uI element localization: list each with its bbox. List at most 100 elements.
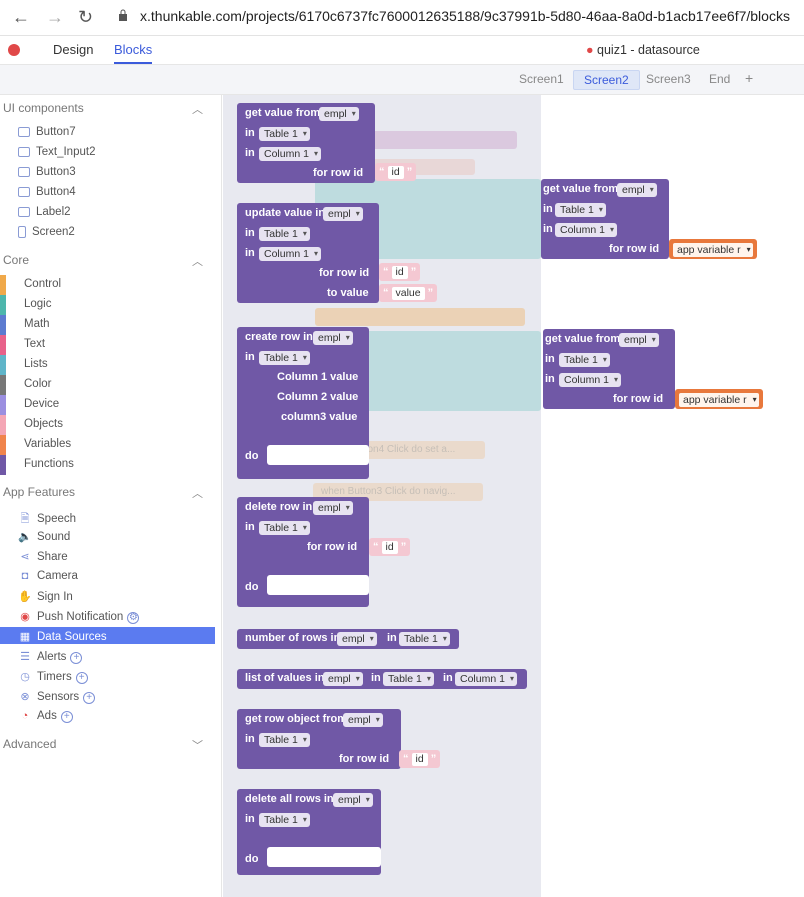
app-variable-block[interactable]: app variable r: [675, 389, 763, 409]
feature-data-sources[interactable]: ▦ Data Sources: [19, 631, 107, 643]
get-value-from-block[interactable]: get value from empl in Table 1 in Column…: [237, 103, 375, 183]
text-id-block[interactable]: “id”: [375, 163, 417, 181]
tab-end[interactable]: End: [709, 72, 731, 86]
list-of-values-block[interactable]: list of values in empl in Table 1 in Col…: [237, 669, 527, 689]
table-dropdown[interactable]: Table 1: [559, 353, 610, 367]
datasource-dropdown[interactable]: empl: [343, 713, 383, 727]
ui-item-button7[interactable]: Button7: [18, 126, 76, 138]
forward-icon[interactable]: →: [46, 7, 64, 27]
datasource-dropdown[interactable]: empl: [337, 632, 377, 646]
core-item-control[interactable]: Control: [0, 275, 222, 295]
table-dropdown[interactable]: Table 1: [259, 351, 310, 365]
column-dropdown[interactable]: Column 1: [259, 247, 321, 261]
core-item-objects[interactable]: Objects: [0, 415, 222, 435]
text-id-block[interactable]: “id”: [399, 750, 441, 768]
datasource-dropdown[interactable]: empl: [323, 207, 363, 221]
table-dropdown[interactable]: Table 1: [259, 733, 310, 747]
ui-item-button3[interactable]: Button3: [18, 166, 76, 178]
add-icon[interactable]: +: [70, 652, 83, 664]
core-item-lists[interactable]: Lists: [0, 355, 222, 375]
get-value-from-block-2[interactable]: get value from empl in Table 1 in Column…: [541, 179, 669, 259]
do-slot[interactable]: [267, 847, 381, 867]
text-id-block[interactable]: “id”: [379, 263, 421, 281]
core-item-variables[interactable]: Variables: [0, 435, 222, 455]
ui-item-label2[interactable]: Label2: [18, 206, 71, 218]
chevron-up-icon[interactable]: ︿: [192, 256, 203, 268]
ui-item-screen2[interactable]: Screen2: [18, 226, 75, 238]
chevron-up-icon[interactable]: ︿: [192, 104, 203, 116]
do-slot[interactable]: [267, 575, 369, 595]
datasource-dropdown[interactable]: empl: [323, 672, 363, 686]
feature-speech[interactable]: 🗎 Speech: [18, 510, 76, 529]
feature-sign-in[interactable]: ✋ Sign In: [18, 591, 73, 603]
number-of-rows-block[interactable]: number of rows in empl in Table 1: [237, 629, 459, 649]
ghost-block: [315, 308, 525, 326]
category-color-swatch: [0, 315, 6, 335]
datasource-dropdown[interactable]: empl: [333, 793, 373, 807]
text-id-block[interactable]: “id”: [369, 538, 411, 556]
app-header: Design Blocks ● quiz1 - datasource: [0, 36, 804, 65]
settings-icon[interactable]: ⚙: [127, 612, 140, 624]
core-item-color[interactable]: Color: [0, 375, 222, 395]
table-dropdown[interactable]: Table 1: [555, 203, 606, 217]
column-dropdown[interactable]: Column 1: [455, 672, 517, 686]
get-row-object-block[interactable]: get row object from empl in Table 1 for …: [237, 709, 401, 769]
feature-camera[interactable]: ◘ Camera: [18, 570, 78, 582]
blocks-workspace[interactable]: when Button4 Click do set a... when Butt…: [223, 95, 804, 897]
table-dropdown[interactable]: Table 1: [259, 521, 310, 535]
add-icon[interactable]: +: [75, 672, 88, 684]
feature-push-notification[interactable]: ◉ Push Notification ⚙: [18, 610, 140, 624]
table-dropdown[interactable]: Table 1: [399, 632, 450, 646]
core-item-math[interactable]: Math: [0, 315, 222, 335]
table-dropdown[interactable]: Table 1: [259, 127, 310, 141]
core-item-functions[interactable]: Functions: [0, 455, 222, 475]
tab-screen1[interactable]: Screen1: [519, 72, 564, 86]
feature-alerts[interactable]: ☰ Alerts +: [18, 650, 83, 664]
tab-screen2[interactable]: Screen2: [573, 70, 640, 90]
datasource-dropdown[interactable]: empl: [619, 333, 659, 347]
datasource-dropdown[interactable]: empl: [319, 107, 359, 121]
get-value-from-block-3[interactable]: get value from empl in Table 1 in Column…: [543, 329, 675, 409]
share-icon: ⋖: [20, 551, 30, 563]
feature-timers[interactable]: ◷ Timers +: [18, 670, 88, 684]
column-dropdown[interactable]: Column 1: [259, 147, 321, 161]
chevron-up-icon[interactable]: ︿: [192, 488, 203, 500]
feature-sensors[interactable]: ⊗ Sensors +: [18, 690, 96, 704]
core-item-logic[interactable]: Logic: [0, 295, 222, 315]
feature-share[interactable]: ⋖ Share: [18, 550, 67, 563]
add-icon[interactable]: +: [60, 711, 73, 723]
tab-screen3[interactable]: Screen3: [646, 72, 691, 86]
update-value-block[interactable]: update value in empl in Table 1 in Colum…: [237, 203, 379, 303]
feature-sound[interactable]: 🔈 Sound: [18, 531, 71, 543]
ui-item-text-input2[interactable]: Text_Input2: [18, 146, 95, 158]
table-dropdown[interactable]: Table 1: [259, 813, 310, 827]
tab-design[interactable]: Design: [53, 42, 94, 57]
button-icon: [18, 126, 30, 137]
chevron-down-icon[interactable]: ﹀: [192, 740, 203, 752]
core-item-device[interactable]: Device: [0, 395, 222, 415]
ui-item-button4[interactable]: Button4: [18, 186, 76, 198]
delete-row-block[interactable]: delete row in empl in Table 1 for row id…: [237, 497, 369, 607]
delete-all-rows-block[interactable]: delete all rows in empl in Table 1 do: [237, 789, 381, 875]
column-dropdown[interactable]: Column 1: [559, 373, 621, 387]
app-variable-block[interactable]: app variable r: [669, 239, 757, 259]
add-screen-button[interactable]: +: [745, 70, 754, 86]
datasource-dropdown[interactable]: empl: [313, 331, 353, 345]
create-row-block[interactable]: create row in empl in Table 1 Column 1 v…: [237, 327, 369, 479]
core-item-text[interactable]: Text: [0, 335, 222, 355]
feature-ads[interactable]: ◔ Ads +: [18, 710, 73, 723]
reload-icon[interactable]: ↻: [78, 7, 94, 27]
do-slot[interactable]: [267, 445, 369, 465]
back-icon[interactable]: ←: [12, 7, 30, 27]
table-dropdown[interactable]: Table 1: [259, 227, 310, 241]
tab-blocks[interactable]: Blocks: [114, 42, 153, 64]
table-dropdown[interactable]: Table 1: [383, 672, 434, 686]
text-value-block[interactable]: “value”: [379, 284, 438, 302]
column-dropdown[interactable]: Column 1: [555, 223, 617, 237]
address-bar[interactable]: x.thunkable.com/projects/6170c6737fc7600…: [140, 8, 790, 24]
project-title[interactable]: ● quiz1 - datasource: [586, 43, 700, 57]
datasource-dropdown[interactable]: empl: [617, 183, 657, 197]
datasource-dropdown[interactable]: empl: [313, 501, 353, 515]
add-icon[interactable]: +: [83, 692, 96, 704]
category-color-swatch: [0, 355, 6, 375]
